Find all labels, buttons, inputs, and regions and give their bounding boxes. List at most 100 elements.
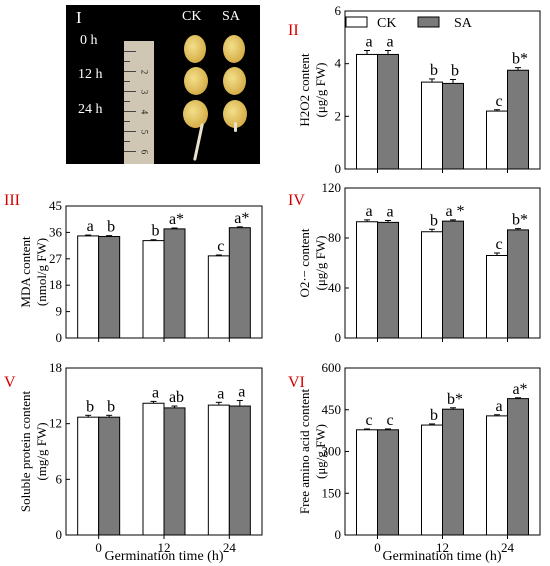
y-axis-unit: (μg/g FW): [313, 236, 328, 291]
significance-letter: a: [152, 384, 159, 401]
y-axis-title: O2·− content: [297, 228, 312, 297]
significance-letter: c: [217, 238, 224, 255]
panel-label: V: [4, 374, 16, 391]
x-tick-label: 24: [501, 540, 515, 555]
bar-sa: [507, 398, 529, 536]
significance-letter: a: [386, 34, 393, 51]
bar-sa: [442, 408, 464, 536]
y-tick-label: 36: [49, 224, 63, 239]
significance-letter: c: [365, 412, 372, 429]
y-tick-label: 120: [322, 180, 342, 195]
legend-swatch-sa: [417, 16, 440, 28]
bar-ck: [142, 240, 165, 339]
bar-ck: [356, 221, 378, 339]
y-tick-label: 150: [322, 485, 342, 500]
photo-row-12h: 12 h: [78, 67, 103, 82]
significance-letter: a: [87, 218, 94, 235]
significance-letter: a *: [445, 203, 464, 220]
y-tick-label: 0: [335, 330, 342, 345]
sprout-sa-24h: [234, 122, 237, 132]
bar-sa: [228, 405, 251, 536]
y-tick-label: 300: [322, 444, 342, 459]
legend-label-sa: SA: [454, 16, 473, 31]
seed-sa-0h: [223, 35, 245, 63]
y-axis-title: Soluble protein content: [18, 390, 33, 512]
y-tick-label: 6: [335, 3, 342, 18]
significance-letter: b*: [512, 212, 528, 229]
significance-letter: a*: [234, 210, 249, 227]
y-tick-label: 27: [49, 251, 63, 266]
y-axis-unit: (mg/g FW): [34, 422, 49, 480]
bar-ck: [421, 231, 443, 339]
bar-ck: [486, 255, 508, 339]
significance-letter: ab: [169, 389, 184, 406]
seed-ck-12h: [184, 67, 208, 95]
y-tick-label: 40: [328, 280, 341, 295]
y-tick-label: 0: [56, 330, 63, 345]
bar-sa: [442, 220, 464, 339]
bar-ck: [77, 416, 100, 536]
bar-ck: [77, 235, 100, 339]
photo-panel-label: I: [76, 8, 82, 27]
panel-label: IV: [288, 192, 305, 209]
bar-ck: [421, 81, 443, 170]
y-tick-label: 9: [56, 304, 63, 319]
bar-sa: [163, 228, 186, 339]
y-tick-label: 18: [49, 277, 62, 292]
chart-panel-VI: VI 0 150 300 450 600 Free amino acid content (μ…: [288, 360, 541, 555]
significance-letter: b*: [447, 391, 463, 408]
bar-sa: [442, 82, 464, 170]
y-tick-label: 4: [335, 56, 342, 71]
bar-ck: [356, 429, 378, 536]
x-tick-label: 12: [436, 540, 449, 555]
seed-ck-0h: [184, 35, 206, 63]
x-tick-label: 12: [158, 540, 171, 555]
bar-sa: [98, 236, 121, 339]
significance-letter: b: [430, 407, 438, 424]
significance-letter: b: [451, 62, 459, 79]
panel-label: II: [288, 22, 299, 39]
significance-letter: b*: [512, 51, 528, 68]
significance-letter: b: [107, 398, 115, 415]
seed-ck-24h: [183, 100, 208, 128]
y-axis-unit: (μg/g FW): [313, 424, 328, 479]
significance-letter: c: [495, 93, 502, 110]
y-tick-label: 0: [335, 527, 342, 542]
photo-row-0h: 0 h: [80, 33, 98, 48]
x-tick-label: 0: [374, 540, 381, 555]
y-tick-label: 0: [56, 527, 63, 542]
bar-ck: [486, 415, 508, 536]
bar-sa: [377, 53, 399, 170]
y-tick-label: 18: [49, 360, 62, 375]
x-axis-title-right: Germination time (h): [383, 549, 502, 564]
significance-letter: b: [430, 62, 438, 79]
y-tick-label: 450: [322, 402, 342, 417]
y-tick-label: 80: [328, 230, 341, 245]
photo-row-24h: 24 h: [78, 102, 103, 117]
legend-swatch-ck: [345, 16, 368, 28]
y-tick-label: 2: [335, 108, 342, 123]
bar-sa: [163, 407, 186, 536]
ruler: 2 3 4 5 6: [124, 41, 154, 164]
bar-ck: [207, 255, 230, 339]
bar-ck: [421, 424, 443, 536]
y-axis-title: Free amino acid content: [297, 388, 312, 514]
y-axis-title: H2O2 content: [297, 53, 312, 127]
legend-label-ck: CK: [377, 16, 396, 31]
x-tick-label: 24: [223, 540, 237, 555]
bar-ck: [207, 404, 230, 536]
significance-letter: b: [107, 219, 115, 236]
y-axis-unit: (μg/g FW): [313, 63, 328, 118]
chart-panel-V: V 0 6 12 18 Soluble protein content (mg/g FW) 0…: [4, 360, 263, 555]
significance-letter: a: [217, 385, 224, 402]
bar-sa: [98, 416, 121, 536]
seed-photo-panel: I CK SA 0 h 12 h 24 h 2 3 4 5 6: [66, 5, 260, 164]
bar-sa: [507, 69, 529, 170]
significance-letter: a: [365, 203, 372, 220]
significance-letter: a*: [512, 381, 527, 398]
y-tick-label: 0: [335, 161, 342, 176]
x-tick-label: 0: [95, 540, 102, 555]
y-axis-unit: (nmol/g FW): [34, 238, 49, 306]
